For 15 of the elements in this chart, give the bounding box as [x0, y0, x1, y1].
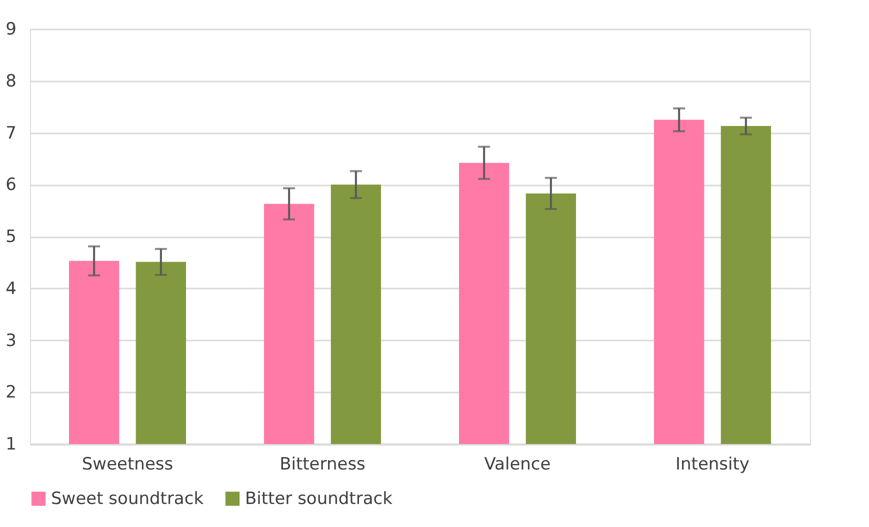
y-tick-label: 9 [6, 20, 16, 40]
legend-label: Bitter soundtrack [245, 488, 393, 509]
y-tick-label: 4 [6, 278, 16, 299]
y-tick-label: 3 [6, 330, 16, 351]
y-tick-label: 7 [6, 123, 16, 144]
y-tick-label: 1 [6, 434, 16, 454]
x-tick-label: Bitterness [280, 454, 366, 474]
x-tick-label: Sweetness [82, 454, 174, 474]
y-tick-label: 8 [6, 71, 16, 92]
y-tick-label: 6 [6, 175, 16, 196]
y-tick-label: 5 [6, 227, 16, 247]
y-tick-label: 2 [6, 382, 16, 403]
legend-label: Sweet soundtrack [51, 488, 204, 509]
x-tick-label: Valence [484, 454, 551, 474]
x-tick-label: Intensity [676, 454, 750, 474]
